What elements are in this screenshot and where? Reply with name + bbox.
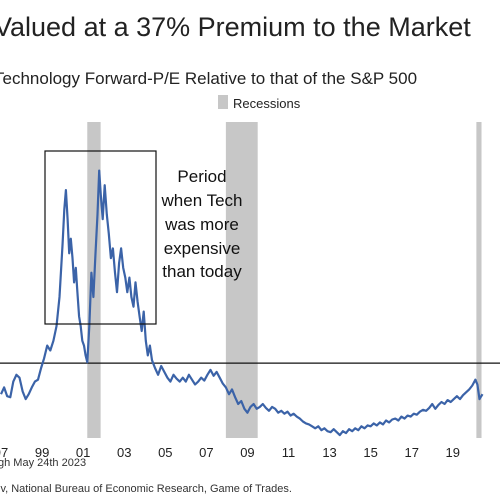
x-tick-label-09: 09 [240,445,254,460]
x-axis-ticks: 97 99 01 03 05 07 09 11 13 15 17 19 [0,445,460,460]
legend-label-recessions: Recessions [233,96,301,111]
x-tick-label-99: 99 [35,445,49,460]
footer-date-note: gh May 24th 2023 [0,457,86,469]
annotation-line-5: than today [162,262,242,281]
x-tick-label-01: 01 [76,445,90,460]
recession-band-2 [225,122,258,438]
x-tick-label-05: 05 [158,445,172,460]
chart-subtitle: Technology Forward-P/E Relative to that … [0,69,417,88]
recession-band-3 [476,122,482,438]
series-line-tech-relative-pe [0,169,484,437]
x-tick-label-11: 11 [282,445,296,460]
x-tick-label-07: 07 [199,445,213,460]
x-tick-label-97: 97 [0,445,8,460]
legend-swatch-recessions [218,95,228,109]
annotation-line-2: when Tech [161,191,243,210]
x-tick-label-03: 03 [117,445,131,460]
chart-title: Valued at a 37% Premium to the Market [0,12,471,42]
x-tick-label-19: 19 [446,445,460,460]
recession-bands [87,122,482,438]
x-tick-label-17: 17 [404,445,418,460]
annotation-box [44,150,157,325]
x-tick-label-15: 15 [363,445,377,460]
annotation-line-4: expensive [164,239,241,258]
footer-sources: iv, National Bureau of Economic Research… [0,483,292,495]
annotation-text: Period when Tech was more expensive than… [161,167,243,281]
annotation-line-3: was more [164,215,239,234]
annotation-line-1: Period [177,167,226,186]
x-tick-label-13: 13 [322,445,336,460]
